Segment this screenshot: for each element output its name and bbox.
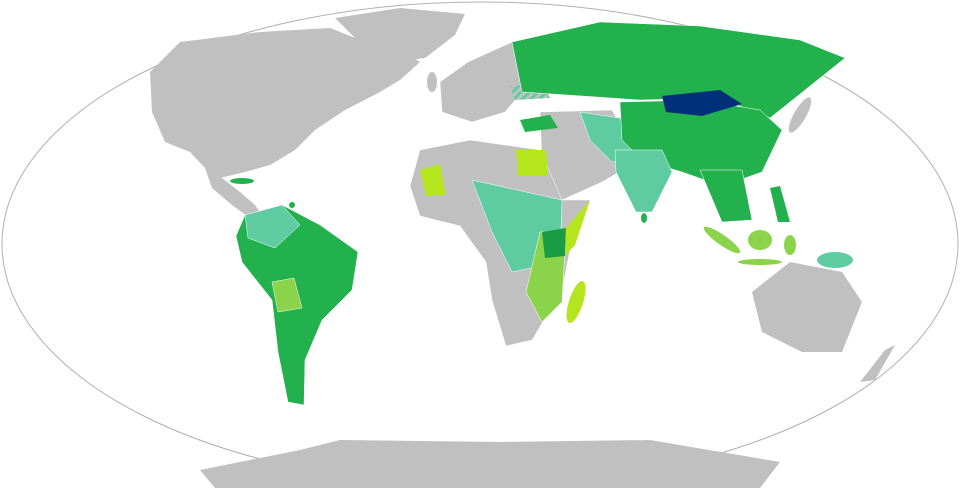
mauritania: [420, 164, 446, 196]
north-america: [150, 28, 420, 178]
sulawesi: [784, 235, 796, 255]
cuba: [230, 178, 254, 184]
philippines: [770, 186, 790, 222]
greenland: [335, 8, 465, 62]
uk: [427, 72, 437, 92]
new-zealand: [860, 345, 895, 382]
sumatra: [703, 226, 741, 254]
india: [614, 149, 673, 213]
mongolia: [662, 90, 742, 116]
new-guinea: [817, 252, 853, 268]
australia: [752, 262, 862, 352]
bolivia: [271, 277, 303, 313]
caribbean-island: [289, 202, 295, 208]
borneo: [748, 230, 772, 250]
madagascar: [566, 280, 586, 324]
russia: [511, 21, 846, 119]
kenya: [542, 228, 566, 258]
sri-lanka: [641, 213, 647, 223]
japan: [788, 97, 812, 133]
southeast-asia: [699, 169, 753, 223]
turkey: [520, 115, 558, 132]
colombia-venezuela: [244, 204, 301, 249]
central-america: [205, 168, 262, 218]
egypt: [516, 150, 548, 176]
somalia: [565, 200, 590, 256]
antarctica: [200, 440, 780, 488]
java: [738, 259, 782, 265]
europe: [439, 41, 523, 123]
